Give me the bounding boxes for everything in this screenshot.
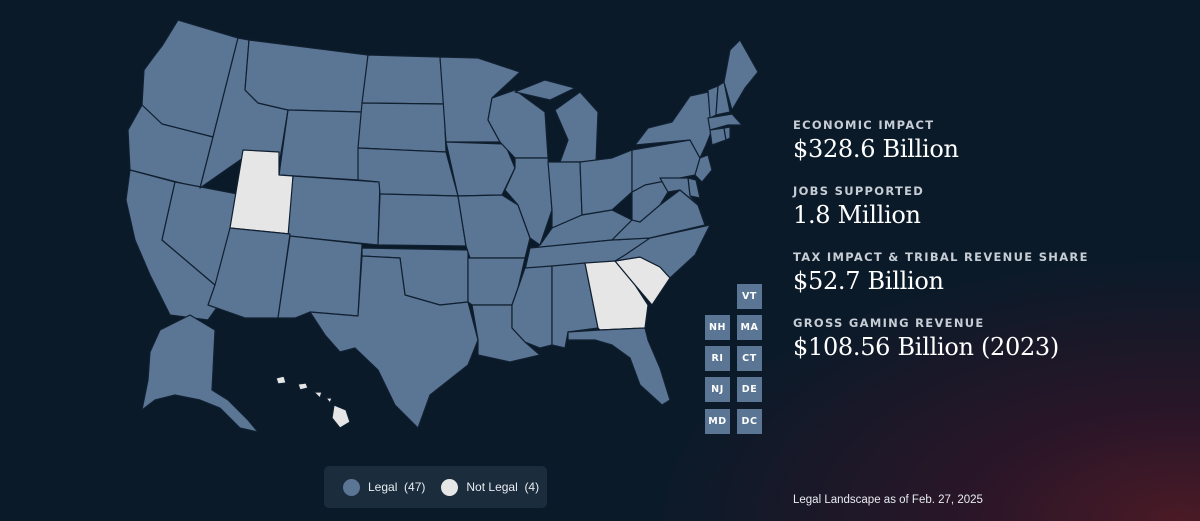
small-state-tile-ri[interactable]: RI xyxy=(705,346,730,371)
legal-swatch-icon xyxy=(343,478,360,496)
state-FL[interactable] xyxy=(567,327,671,406)
state-MO[interactable] xyxy=(457,194,531,259)
small-state-tile-md[interactable]: MD xyxy=(705,409,730,434)
state-NH-shape[interactable] xyxy=(715,81,731,116)
state-MT[interactable] xyxy=(244,39,369,113)
state-KS[interactable] xyxy=(377,193,467,247)
stat-label: ECONOMIC IMPACT xyxy=(793,118,935,132)
stat-gross-gaming-revenue: GROSS GAMING REVENUE $108.56 Billion (20… xyxy=(793,316,1173,362)
small-state-tile-de[interactable]: DE xyxy=(737,377,762,402)
legend-item-not-legal[interactable]: Not Legal (4) xyxy=(441,478,540,496)
small-state-tile-ma[interactable]: MA xyxy=(737,315,762,340)
stat-value: $328.6 Billion xyxy=(793,135,959,163)
stat-economic-impact: ECONOMIC IMPACT $328.6 Billion xyxy=(793,118,1173,164)
state-ND[interactable] xyxy=(361,54,445,105)
small-state-tile-vt[interactable]: VT xyxy=(737,284,762,309)
legend-label-not-legal: Not Legal (4) xyxy=(466,480,540,494)
stat-label: TAX IMPACT & TRIBAL REVENUE SHARE xyxy=(793,250,1089,264)
stat-label: JOBS SUPPORTED xyxy=(793,184,925,198)
state-WY[interactable] xyxy=(278,109,363,181)
stat-jobs-supported: JOBS SUPPORTED 1.8 Million xyxy=(793,184,1173,230)
stats-panel: ECONOMIC IMPACT $328.6 Billion JOBS SUPP… xyxy=(793,118,1173,382)
stat-label: GROSS GAMING REVENUE xyxy=(793,316,985,330)
legend-label-legal: Legal (47) xyxy=(368,480,426,494)
stat-tax-impact: TAX IMPACT & TRIBAL REVENUE SHARE $52.7 … xyxy=(793,250,1173,296)
state-AK[interactable] xyxy=(141,314,259,433)
state-TX[interactable] xyxy=(309,255,479,429)
state-IA[interactable] xyxy=(445,141,516,197)
state-SD[interactable] xyxy=(357,102,447,153)
stat-value: 1.8 Million xyxy=(793,201,921,229)
state-NJ-shape[interactable] xyxy=(694,154,713,183)
not-legal-swatch-icon xyxy=(441,478,459,496)
footnote: Legal Landscape as of Feb. 27, 2025 xyxy=(793,494,983,506)
stat-value: $108.56 Billion (2023) xyxy=(793,333,1059,361)
state-ME[interactable] xyxy=(723,39,759,111)
state-AZ[interactable] xyxy=(207,227,291,319)
state-MA-shape[interactable] xyxy=(707,113,743,131)
small-state-tile-nj[interactable]: NJ xyxy=(705,377,730,402)
legend-item-legal[interactable]: Legal (47) xyxy=(343,478,426,496)
us-map xyxy=(125,19,759,433)
small-state-tile-nh[interactable]: NH xyxy=(705,315,730,340)
stat-value: $52.7 Billion xyxy=(793,267,944,295)
state-CT-shape[interactable] xyxy=(709,127,727,146)
state-MD-shape[interactable] xyxy=(659,177,699,206)
small-state-tile-ct[interactable]: CT xyxy=(737,346,762,371)
map-legend: Legal (47) Not Legal (4) xyxy=(324,466,547,508)
small-state-tile-dc[interactable]: DC xyxy=(737,409,762,434)
state-RI-shape[interactable] xyxy=(723,126,731,141)
state-CO[interactable] xyxy=(287,175,381,246)
state-HI[interactable] xyxy=(275,375,351,429)
state-NM[interactable] xyxy=(277,235,363,319)
